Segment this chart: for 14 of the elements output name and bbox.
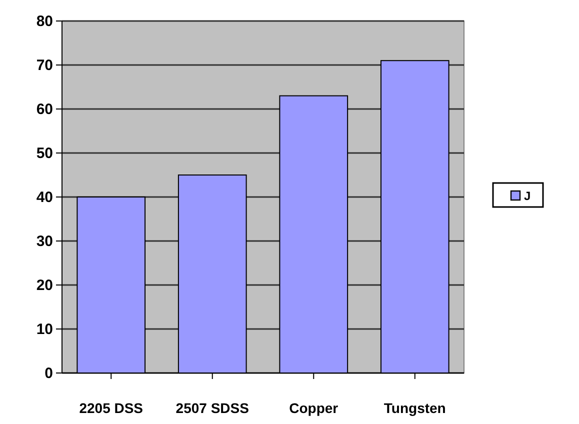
x-tick-label: 2507 SDSS xyxy=(176,400,249,416)
y-tick-label: 20 xyxy=(36,276,53,294)
x-tick-label: Copper xyxy=(289,400,339,416)
y-tick-label: 10 xyxy=(36,320,53,338)
y-tick-label: 40 xyxy=(36,188,53,206)
y-tick-label: 30 xyxy=(36,232,53,250)
legend-label: J xyxy=(524,189,531,203)
y-tick-label: 80 xyxy=(36,12,53,30)
y-tick-label: 50 xyxy=(36,144,53,162)
y-tick-label: 0 xyxy=(44,364,53,382)
x-tick-label: Tungsten xyxy=(384,400,446,416)
x-tick-label: 2205 DSS xyxy=(79,400,144,416)
y-tick-label: 60 xyxy=(36,100,53,118)
y-tick-label: 70 xyxy=(36,56,53,74)
